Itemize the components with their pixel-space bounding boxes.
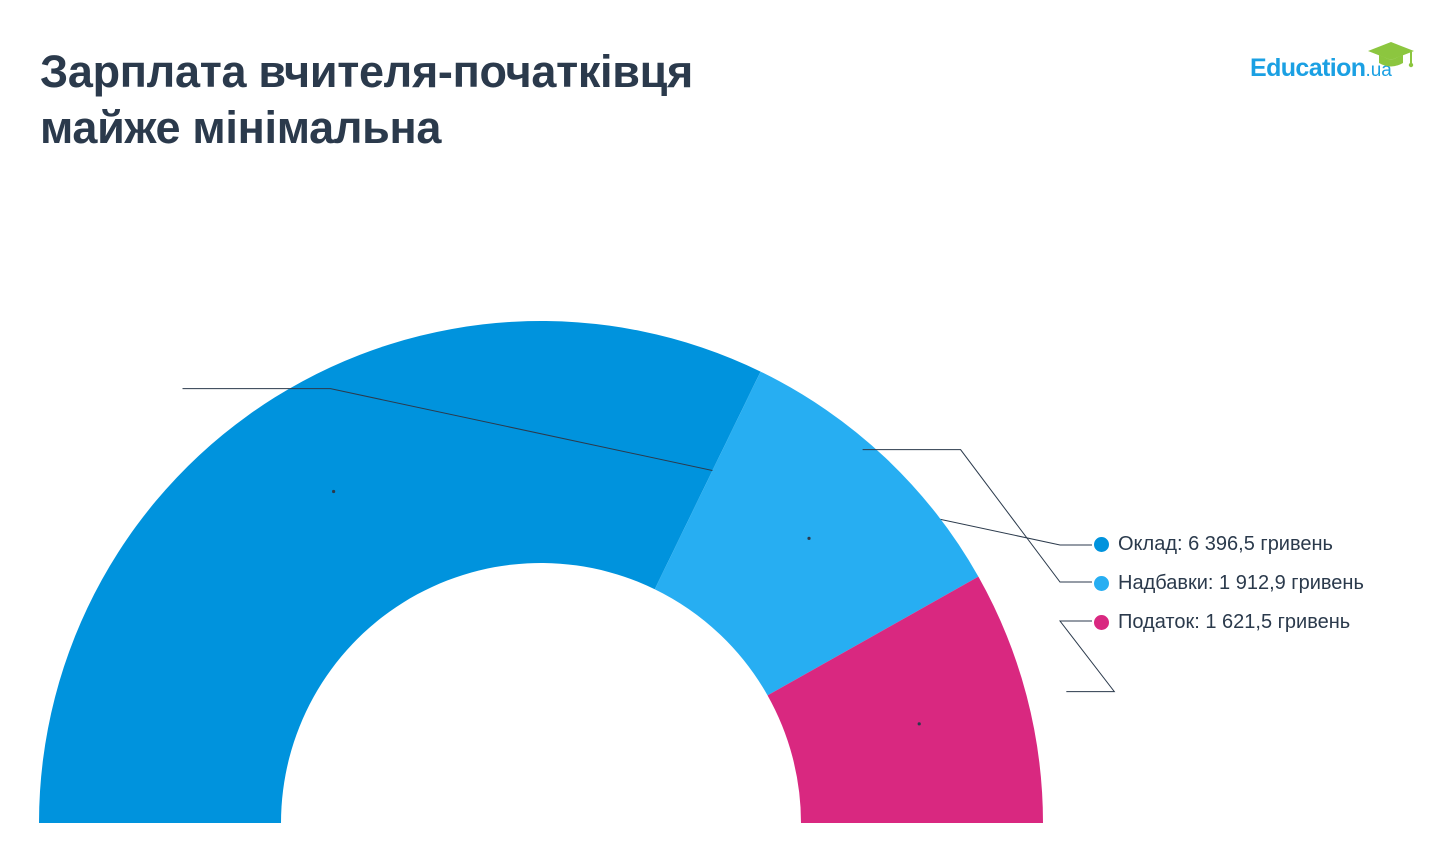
page-title: Зарплата вчителя-початківця майже мініма… (40, 44, 693, 156)
slice-marker-оклад (332, 489, 336, 494)
leader-line-податок (1058, 620, 1116, 693)
legend-swatch (1094, 576, 1109, 591)
legend-item-податок: Податок: 1 621,5 гривень (1094, 606, 1364, 645)
title-line-2: майже мінімальна (40, 102, 442, 153)
leader-line-оклад (182, 388, 1092, 546)
slice-податок (767, 576, 1043, 823)
legend-item-надбавки: Надбавки: 1 912,9 гривень (1094, 567, 1364, 606)
legend-swatch (1094, 537, 1109, 552)
legend-item-оклад: Оклад: 6 396,5 гривень (1094, 528, 1364, 567)
slice-оклад (39, 320, 761, 823)
slice-marker-надбавки (807, 536, 811, 540)
graduation-cap-icon (1368, 42, 1414, 68)
legend-label: Оклад: 6 396,5 гривень (1118, 533, 1333, 555)
slice-marker-податок (917, 722, 921, 726)
slice-надбавки (654, 371, 979, 696)
chart-legend: Оклад: 6 396,5 гривень Надбавки: 1 912,9 … (1094, 528, 1364, 645)
education-ua-logo: Education.ua (1250, 40, 1420, 90)
logo-name: Education (1250, 54, 1366, 82)
leader-line-надбавки (862, 449, 1092, 583)
legend-label: Податок: 1 621,5 гривень (1118, 611, 1351, 633)
title-line-1: Зарплата вчителя-початківця (40, 46, 693, 97)
legend-label: Надбавки: 1 912,9 гривень (1118, 572, 1364, 594)
legend-swatch (1094, 615, 1109, 630)
